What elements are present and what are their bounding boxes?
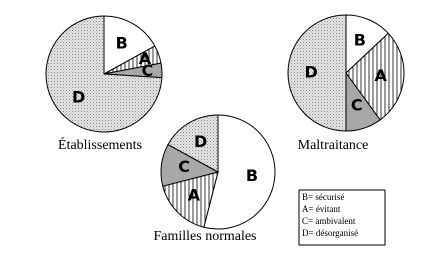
slice-label: B	[116, 34, 128, 53]
slice-label: D	[305, 63, 318, 82]
slice-label: C	[178, 157, 190, 176]
slice-label: B	[246, 166, 258, 185]
legend-entry: C= ambivalent	[302, 216, 356, 226]
slice-label: B	[354, 31, 366, 50]
chart-title: Établissements	[58, 136, 142, 153]
legend-box	[298, 189, 386, 246]
pie-slice	[167, 114, 219, 173]
slice-label: C	[351, 96, 363, 115]
pie-slice	[345, 32, 405, 121]
pie-slice	[203, 114, 276, 230]
pie-slice	[45, 15, 163, 133]
pie-slice	[287, 14, 347, 132]
legend-entry: A= évitant	[302, 204, 341, 214]
pie-slice	[162, 171, 219, 228]
chart-title: Maltraitance	[298, 138, 369, 153]
pie-slice	[103, 15, 156, 75]
slice-label: A	[374, 66, 387, 85]
slice-label: D	[72, 87, 85, 106]
legend-entry: B= sécurisé	[302, 192, 344, 202]
slice-label: C	[142, 61, 154, 80]
legend-entry: D= désorganisé	[302, 228, 358, 238]
slice-label: A	[139, 49, 152, 68]
slice-label: A	[188, 186, 201, 205]
chart-title: Familles normales	[153, 229, 256, 244]
slice-label: D	[194, 132, 207, 151]
